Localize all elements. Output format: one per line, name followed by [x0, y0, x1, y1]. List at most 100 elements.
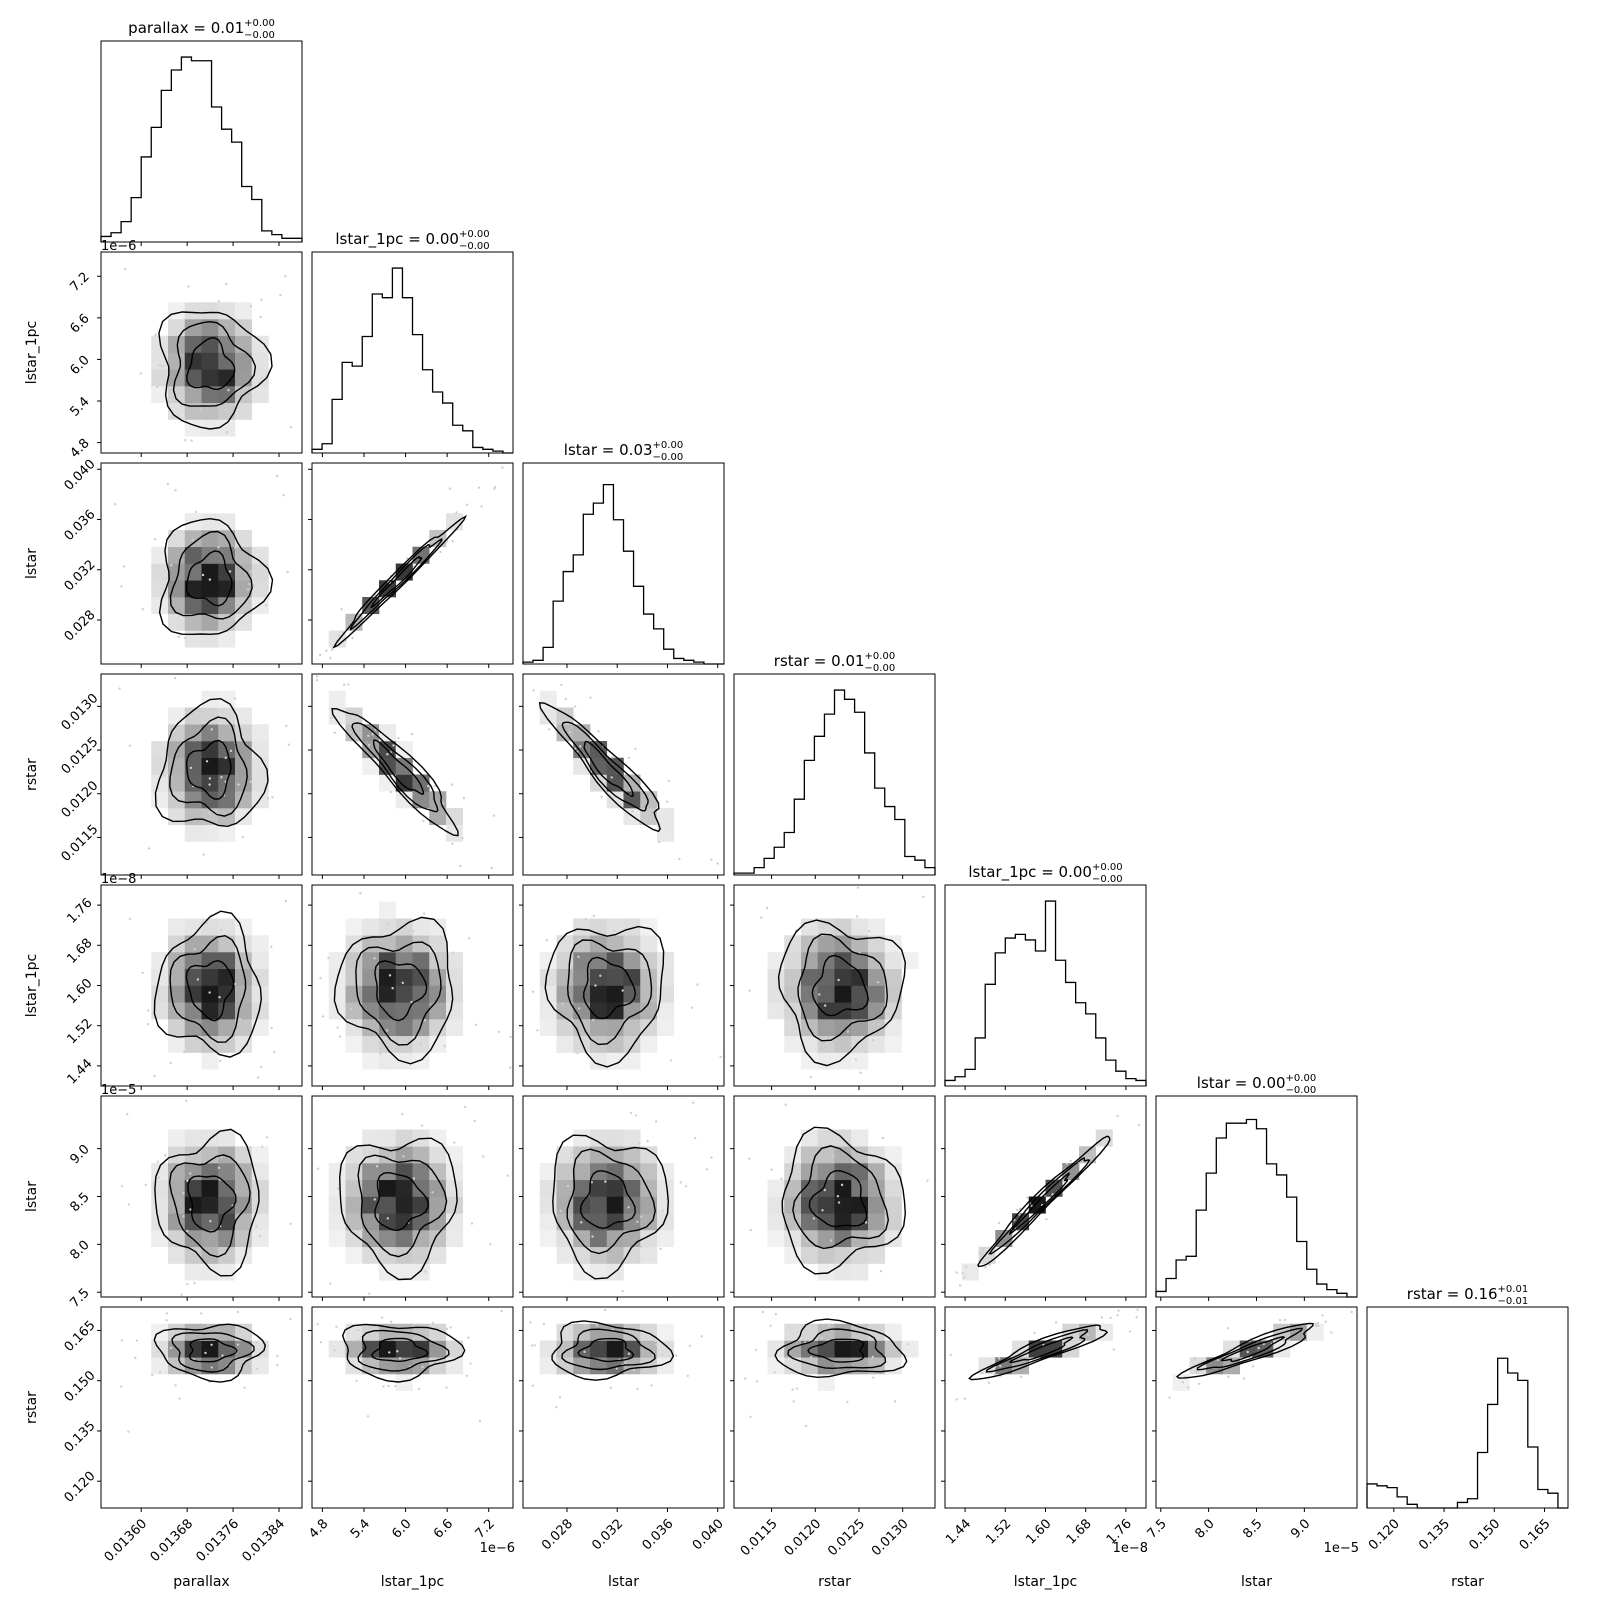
density-cell: [590, 1340, 608, 1358]
sample-point: [260, 376, 263, 380]
density-cell: [851, 1035, 869, 1053]
scatter-panel-6-5: 7.5 8.0 8.5 9.0 lstar 1e−5: [1145, 1306, 1359, 1590]
density-cell: [640, 1002, 658, 1020]
contour-line: [169, 530, 253, 620]
sample-point: [846, 1030, 850, 1033]
sample-point: [336, 1187, 340, 1190]
density-cell: [184, 302, 202, 320]
sample-point: [386, 922, 390, 925]
density-cell: [801, 1002, 819, 1020]
density-cell: [251, 1213, 269, 1231]
sample-point: [570, 1156, 573, 1159]
sample-point: [661, 1209, 664, 1212]
density-cell: [851, 1340, 869, 1358]
density-cell: [379, 1002, 397, 1020]
x-tick-labels: 4.8 5.4 6.0 6.6 7.2: [306, 1516, 498, 1541]
x-tick-labels: 7.5 8.0 8.5 9.0: [1145, 1516, 1314, 1541]
panel-title-equals: =: [809, 652, 831, 670]
density-cell: [345, 1196, 363, 1214]
sample-point: [1045, 1218, 1048, 1221]
sample-point: [846, 1400, 849, 1404]
sample-point: [191, 538, 194, 541]
sample-point: [783, 1009, 787, 1012]
density-cell: [218, 724, 236, 742]
density-cell: [640, 1357, 658, 1375]
x-tick-label: 0.0130: [869, 1516, 912, 1559]
density-cell: [623, 968, 641, 986]
density-cell: [539, 952, 557, 970]
sample-point: [1026, 1196, 1029, 1199]
sample-point: [151, 1373, 154, 1377]
density-cell: [168, 402, 186, 420]
sample-point: [233, 546, 237, 550]
sample-point: [987, 1381, 991, 1385]
panel-ticks: [308, 1148, 490, 1301]
density-cell: [606, 918, 624, 936]
density-cell: [235, 1323, 253, 1341]
sample-point: [794, 1010, 798, 1013]
y-tick-label: 1.44: [65, 1056, 96, 1087]
density-cell: [590, 968, 608, 986]
density-cell: [817, 1019, 835, 1037]
panel-ticks: [566, 664, 719, 668]
contour-lines: [538, 702, 661, 833]
density-cell: [573, 918, 591, 936]
density-cell: [817, 1052, 835, 1070]
sample-point: [749, 1415, 752, 1419]
density-cell: [184, 757, 202, 775]
sample-point: [871, 1355, 875, 1359]
sample-point: [380, 1316, 384, 1319]
density-cell: [657, 952, 675, 970]
panel-frame: [522, 673, 725, 876]
sample-point: [577, 955, 580, 958]
sample-point: [315, 675, 319, 678]
x-tick-label: 4.8: [306, 1516, 331, 1541]
density-cell: [851, 1179, 869, 1197]
density-cell: [251, 741, 269, 759]
density-cell: [429, 918, 447, 936]
sample-point: [806, 1239, 809, 1243]
sample-point: [259, 1065, 263, 1069]
sample-point: [356, 1338, 359, 1342]
sample-point: [836, 1194, 840, 1198]
sample-point: [146, 1022, 150, 1026]
density-cell: [623, 1179, 641, 1197]
density-cell: [251, 1357, 269, 1375]
sample-point: [881, 1136, 885, 1140]
sample-point: [855, 915, 859, 918]
sample-point: [209, 1219, 212, 1223]
density-cell: [817, 1129, 835, 1147]
density-cell: [379, 1163, 397, 1181]
sample-point: [556, 1229, 560, 1232]
density-cell: [657, 1230, 675, 1248]
density-cell: [606, 1052, 624, 1070]
density-cell: [573, 1263, 591, 1281]
density-cell: [606, 1179, 624, 1197]
sample-point: [864, 1221, 868, 1224]
panel-title: parallax = 0.01+0.00 −0.00: [128, 18, 275, 41]
sample-point: [217, 546, 220, 549]
density-cell: [539, 1230, 557, 1248]
sample-point: [241, 835, 244, 839]
density-cell: [657, 1340, 675, 1358]
density-cell: [556, 1163, 574, 1181]
density-cell: [1062, 1340, 1080, 1358]
sample-point: [871, 1376, 875, 1379]
density-cell: [657, 808, 675, 826]
contour-line: [781, 1126, 907, 1275]
x-tick-label: 8.5: [1240, 1516, 1265, 1541]
sample-point: [153, 1074, 156, 1078]
sample-point: [433, 784, 436, 788]
sample-point: [961, 1272, 965, 1275]
contour-line: [154, 1128, 260, 1277]
contour-line: [577, 1337, 635, 1363]
density-cell: [379, 1035, 397, 1053]
sample-point: [529, 1321, 532, 1324]
density-cell: [168, 808, 186, 826]
density-cell: [446, 1163, 464, 1181]
sample-point: [389, 790, 393, 794]
sample-point: [396, 1350, 399, 1353]
density-cell: [201, 419, 219, 437]
sample-points: [955, 1114, 1141, 1287]
